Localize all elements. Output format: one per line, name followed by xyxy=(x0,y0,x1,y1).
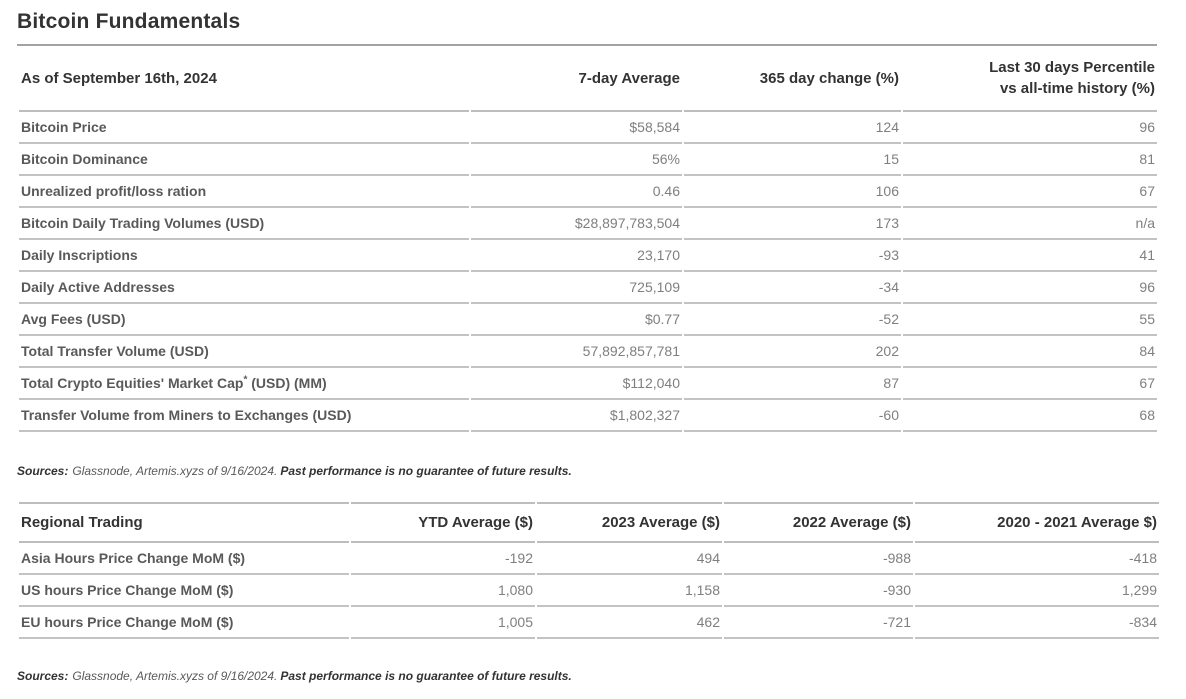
sources-body: Glassnode, Artemis.xyzs of 9/16/2024. xyxy=(72,464,278,478)
value-7day-average: $112,040 xyxy=(471,368,682,400)
value-7day-average: $0.77 xyxy=(471,304,682,336)
table-row: Daily Active Addresses 725,109 -34 96 xyxy=(19,272,1157,304)
value-365day-change: 173 xyxy=(684,208,901,240)
row-label: Bitcoin Price xyxy=(19,112,469,144)
row-label: Transfer Volume from Miners to Exchanges… xyxy=(19,400,469,432)
value-percentile: 41 xyxy=(903,240,1157,272)
value-7day-average: $1,802,327 xyxy=(471,400,682,432)
value-percentile: 67 xyxy=(903,176,1157,208)
value-7day-average: 725,109 xyxy=(471,272,682,304)
sources-label: Sources: xyxy=(17,464,69,478)
sources-disclaimer: Past performance is no guarantee of futu… xyxy=(280,669,572,683)
table-row: Avg Fees (USD) $0.77 -52 55 xyxy=(19,304,1157,336)
sources-note: Sources: Glassnode, Artemis.xyzs of 9/16/… xyxy=(17,432,1157,502)
column-header-30day-percentile-line2: vs all-time history (%) xyxy=(999,80,1155,97)
value-2023-average: 462 xyxy=(537,607,722,639)
row-label: Asia Hours Price Change MoM ($) xyxy=(19,543,349,575)
table-row: Bitcoin Dominance 56% 15 81 xyxy=(19,144,1157,176)
table-row: Bitcoin Daily Trading Volumes (USD) $28,… xyxy=(19,208,1157,240)
value-percentile: 68 xyxy=(903,400,1157,432)
sources-body: Glassnode, Artemis.xyzs of 9/16/2024. xyxy=(72,669,278,683)
value-365day-change: -34 xyxy=(684,272,901,304)
table-row: US hours Price Change MoM ($) 1,080 1,15… xyxy=(19,575,1159,607)
value-percentile: 55 xyxy=(903,304,1157,336)
value-7day-average: $58,584 xyxy=(471,112,682,144)
sources-disclaimer: Past performance is no guarantee of futu… xyxy=(280,464,572,478)
value-365day-change: -93 xyxy=(684,240,901,272)
value-7day-average: $28,897,783,504 xyxy=(471,208,682,240)
row-label: Daily Active Addresses xyxy=(19,272,469,304)
column-header-ytd-average: YTD Average ($) xyxy=(351,502,535,543)
value-7day-average: 56% xyxy=(471,144,682,176)
value-7day-average: 23,170 xyxy=(471,240,682,272)
value-7day-average: 57,892,857,781 xyxy=(471,336,682,368)
report-page: Bitcoin Fundamentals As of September 16t… xyxy=(17,0,1159,683)
value-percentile: 81 xyxy=(903,144,1157,176)
column-header-7day-average: 7-day Average xyxy=(471,46,682,112)
column-header-regional-trading: Regional Trading xyxy=(19,502,349,543)
column-header-2020-2021-average: 2020 - 2021 Average $) xyxy=(915,502,1159,543)
value-ytd-average: 1,080 xyxy=(351,575,535,607)
regional-header-row: Regional Trading YTD Average ($) 2023 Av… xyxy=(19,502,1159,543)
row-label: Bitcoin Daily Trading Volumes (USD) xyxy=(19,208,469,240)
value-365day-change: 202 xyxy=(684,336,901,368)
row-label-text: Total Crypto Equities' Market Cap xyxy=(21,375,244,391)
value-2020-2021-average: 1,299 xyxy=(915,575,1159,607)
fundamentals-header-row: As of September 16th, 2024 7-day Average… xyxy=(19,46,1157,112)
value-365day-change: 87 xyxy=(684,368,901,400)
value-percentile: 96 xyxy=(903,272,1157,304)
table-row: Bitcoin Price $58,584 124 96 xyxy=(19,112,1157,144)
value-365day-change: -60 xyxy=(684,400,901,432)
row-label: Total Crypto Equities' Market Cap* (USD)… xyxy=(19,368,469,400)
table-row: Unrealized profit/loss ration 0.46 106 6… xyxy=(19,176,1157,208)
fundamentals-table: As of September 16th, 2024 7-day Average… xyxy=(17,46,1159,432)
footnote-asterisk: * xyxy=(243,374,248,386)
value-2023-average: 1,158 xyxy=(537,575,722,607)
page-title: Bitcoin Fundamentals xyxy=(17,10,241,33)
row-label: Total Transfer Volume (USD) xyxy=(19,336,469,368)
column-header-365day-change: 365 day change (%) xyxy=(684,46,901,112)
column-header-30day-percentile-line1: Last 30 days Percentile xyxy=(989,59,1155,76)
row-label: Bitcoin Dominance xyxy=(19,144,469,176)
row-label: Unrealized profit/loss ration xyxy=(19,176,469,208)
value-365day-change: 106 xyxy=(684,176,901,208)
value-percentile: n/a xyxy=(903,208,1157,240)
regional-trading-table: Regional Trading YTD Average ($) 2023 Av… xyxy=(17,502,1161,639)
value-2020-2021-average: -418 xyxy=(915,543,1159,575)
title-divider xyxy=(17,44,1157,46)
value-2020-2021-average: -834 xyxy=(915,607,1159,639)
value-2023-average: 494 xyxy=(537,543,722,575)
column-header-2023-average: 2023 Average ($) xyxy=(537,502,722,543)
value-2022-average: -988 xyxy=(724,543,913,575)
row-label: Avg Fees (USD) xyxy=(19,304,469,336)
sources-note: Sources: Glassnode, Artemis.xyzs of 9/16/… xyxy=(17,639,1157,683)
value-365day-change: -52 xyxy=(684,304,901,336)
value-ytd-average: 1,005 xyxy=(351,607,535,639)
value-7day-average: 0.46 xyxy=(471,176,682,208)
table-row: Total Crypto Equities' Market Cap* (USD)… xyxy=(19,368,1157,400)
row-label: US hours Price Change MoM ($) xyxy=(19,575,349,607)
table-row: Daily Inscriptions 23,170 -93 41 xyxy=(19,240,1157,272)
table-row: EU hours Price Change MoM ($) 1,005 462 … xyxy=(19,607,1159,639)
value-percentile: 67 xyxy=(903,368,1157,400)
sources-label: Sources: xyxy=(17,669,69,683)
column-header-30day-percentile: Last 30 days Percentile vs all-time hist… xyxy=(903,46,1157,112)
table-row: Transfer Volume from Miners to Exchanges… xyxy=(19,400,1157,432)
value-percentile: 84 xyxy=(903,336,1157,368)
value-2022-average: -721 xyxy=(724,607,913,639)
row-label: Daily Inscriptions xyxy=(19,240,469,272)
value-365day-change: 15 xyxy=(684,144,901,176)
value-365day-change: 124 xyxy=(684,112,901,144)
value-2022-average: -930 xyxy=(724,575,913,607)
table-row: Asia Hours Price Change MoM ($) -192 494… xyxy=(19,543,1159,575)
row-label-suffix: (USD) (MM) xyxy=(247,375,327,391)
column-header-2022-average: 2022 Average ($) xyxy=(724,502,913,543)
row-label: EU hours Price Change MoM ($) xyxy=(19,607,349,639)
value-percentile: 96 xyxy=(903,112,1157,144)
table-row: Total Transfer Volume (USD) 57,892,857,7… xyxy=(19,336,1157,368)
value-ytd-average: -192 xyxy=(351,543,535,575)
column-header-as-of-date: As of September 16th, 2024 xyxy=(19,46,469,112)
